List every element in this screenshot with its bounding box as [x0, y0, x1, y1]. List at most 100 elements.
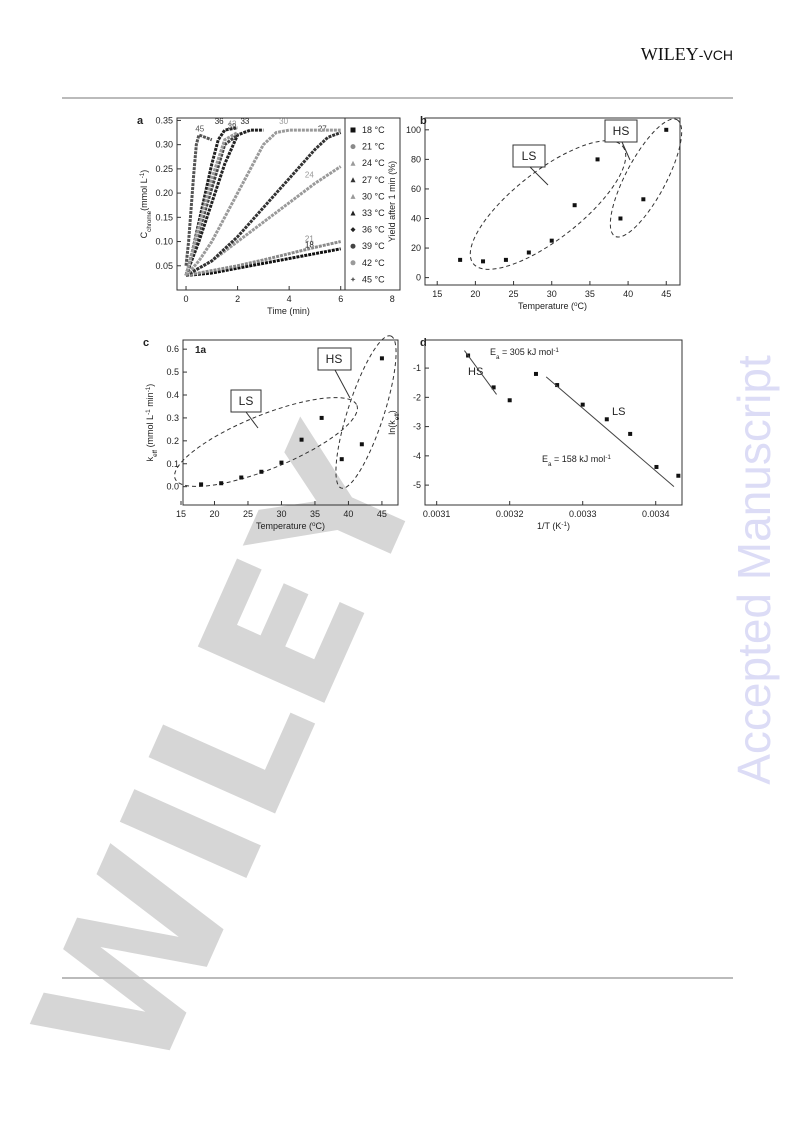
- marker: [350, 127, 356, 133]
- hs-ellipse: [609, 118, 683, 238]
- marker: [350, 193, 356, 199]
- marker: [458, 257, 463, 262]
- y-tick-label: 80: [411, 154, 421, 164]
- plot-frame: [182, 339, 399, 506]
- x-tick-label: 40: [343, 509, 353, 519]
- x-tick-label: 40: [623, 289, 633, 299]
- marker: [350, 144, 356, 150]
- publisher-suffix: -VCH: [699, 47, 733, 63]
- x-tick-label: 6: [338, 294, 343, 304]
- y-tick-label: -2: [413, 392, 421, 402]
- logo-watermark: WILEY: [0, 401, 468, 1104]
- y-axis-label-part: ): [387, 410, 397, 413]
- x-tick-label: 0: [184, 294, 189, 304]
- marker: [339, 457, 344, 462]
- marker: [641, 197, 646, 202]
- y-tick-label: 20: [411, 243, 421, 253]
- y-axis-label: Yield after 1 min (%): [387, 161, 397, 242]
- plot-frame: [424, 117, 681, 286]
- label-box: [317, 347, 352, 371]
- label-boxes: [230, 119, 638, 429]
- series-line: [184, 132, 213, 266]
- legend-label: 39 °C: [362, 241, 385, 251]
- series-line: [185, 247, 341, 277]
- marker: [654, 464, 659, 469]
- annotation: Ea = 158 kJ mol-1: [542, 454, 611, 468]
- x-tick-label: 20: [470, 289, 480, 299]
- x-axis-label-part: o: [574, 301, 578, 308]
- x-tick-label: 0.0033: [569, 509, 597, 519]
- y-tick-label: 0.5: [166, 367, 179, 377]
- ls-ellipse: [469, 140, 627, 270]
- legend-label: 45 °C: [362, 274, 385, 284]
- annotation: HS: [468, 366, 483, 378]
- leader: [621, 141, 631, 161]
- y-tick-label: -3: [413, 422, 421, 432]
- curve-label: 24: [305, 170, 314, 179]
- x-axis-label: Temperature (oC): [518, 301, 587, 312]
- x-tick-label: 8: [390, 294, 395, 304]
- marker: [580, 402, 585, 407]
- y-axis-label: ln(keff): [387, 410, 401, 434]
- y-tick-label: 0: [416, 273, 421, 283]
- annotation: HS: [326, 352, 343, 366]
- y-tick-label: 0.10: [155, 237, 173, 247]
- y-tick-label: 0.30: [155, 140, 173, 150]
- x-tick-label: 0.0034: [642, 509, 670, 519]
- x-axis-label: 1/T (K-1): [537, 521, 570, 532]
- y-tick-label: -1: [413, 363, 421, 373]
- curve-label: 36: [215, 117, 224, 126]
- y-axis-label-part: -1: [145, 386, 152, 392]
- y-tick-label: 0.05: [155, 261, 173, 271]
- x-axis-label-part: C): [316, 521, 326, 531]
- y-axis-label-part: ln(k: [387, 420, 397, 435]
- leader: [245, 411, 259, 429]
- y-tick-label: 0.20: [155, 188, 173, 198]
- curve-label: 18: [305, 241, 314, 250]
- x-tick-label: 15: [432, 289, 442, 299]
- marker: [526, 250, 531, 255]
- y-tick-label: 0.1: [166, 459, 179, 469]
- marker: [350, 177, 356, 183]
- panel-label: d: [420, 337, 427, 349]
- y-axis-label-part: min: [145, 392, 155, 409]
- marker: [299, 437, 304, 442]
- y-axis-label: Cchrome(mmol L-1): [139, 170, 153, 239]
- legend-label: 33 °C: [362, 208, 385, 218]
- y-axis-label-part: ): [139, 170, 149, 173]
- marker: [239, 475, 244, 480]
- label-box: [512, 144, 546, 168]
- marker: [481, 259, 486, 264]
- curve-label: 39: [228, 122, 237, 131]
- panel-label: b: [420, 115, 427, 127]
- x-axis-label-part: ): [567, 521, 570, 531]
- marker: [350, 276, 356, 282]
- series-line: [184, 131, 239, 276]
- y-axis-label-part: -1: [139, 172, 146, 178]
- marker: [549, 238, 554, 243]
- marker: [319, 415, 324, 420]
- x-axis-label-part: Temperature (: [256, 521, 312, 531]
- y-tick-label: 0.6: [166, 344, 179, 354]
- x-tick-label: 35: [310, 509, 320, 519]
- x-axis-label-part: o: [312, 521, 316, 528]
- legend-label: 30 °C: [362, 191, 385, 201]
- marker: [219, 481, 224, 486]
- annotation: LS: [612, 406, 625, 418]
- x-tick-label: 0.0031: [423, 509, 451, 519]
- y-axis-label-part: eff: [152, 450, 159, 457]
- x-tick-label: 45: [661, 289, 671, 299]
- annotation-part: = 158 kJ mol: [552, 454, 606, 464]
- annotation-part: -1: [553, 347, 559, 354]
- y-tick-label: 0.35: [155, 115, 173, 125]
- x-tick-label: 30: [276, 509, 286, 519]
- marker: [604, 417, 609, 422]
- y-tick-label: 60: [411, 184, 421, 194]
- y-tick-label: 100: [406, 125, 421, 135]
- x-tick-label: 0.0032: [496, 509, 524, 519]
- y-tick-label: 0.3: [166, 413, 179, 423]
- annotation: 1a: [195, 345, 207, 356]
- marker: [259, 469, 264, 474]
- panel-label: c: [143, 337, 149, 349]
